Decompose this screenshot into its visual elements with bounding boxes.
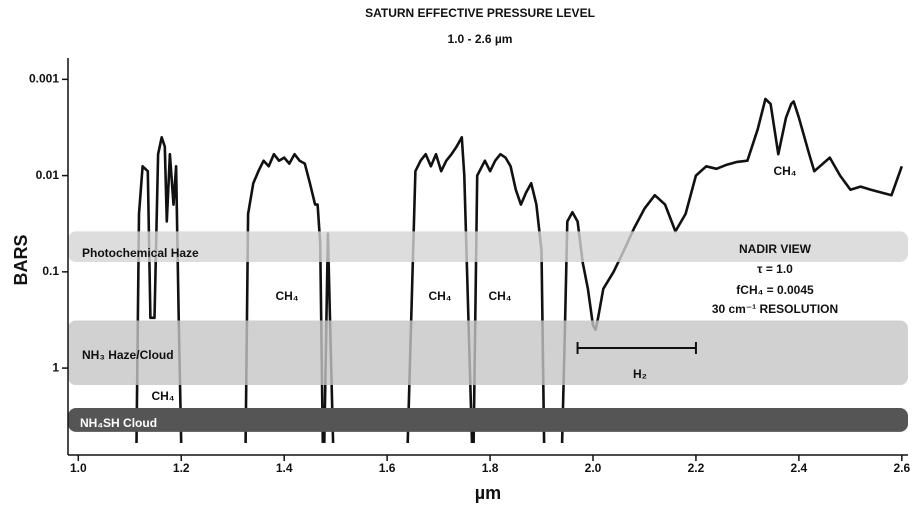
info-text: 30 cm⁻¹ RESOLUTION <box>712 302 838 316</box>
chart-subtitle: 1.0 - 2.6 µm <box>448 32 513 46</box>
y-tick-label: 0.001 <box>29 72 59 86</box>
band-label: NH₄SH Cloud <box>80 416 157 430</box>
annotation: CH₄ <box>773 164 796 178</box>
y-tick-label: 0.01 <box>36 168 60 182</box>
band-label: Photochemical Haze <box>82 246 199 260</box>
cloud-band <box>68 320 908 386</box>
annotation: CH₄ <box>151 389 174 403</box>
x-tick-label: 2.0 <box>585 461 602 475</box>
info-text: fCH₄ = 0.0045 <box>736 283 814 297</box>
x-tick-label: 2.2 <box>688 461 705 475</box>
x-tick-label: 1.0 <box>70 461 87 475</box>
annotation: CH₄ <box>488 289 511 303</box>
x-tick-label: 1.6 <box>379 461 396 475</box>
annotation: H₂ <box>633 367 647 381</box>
x-tick-label: 1.4 <box>276 461 293 475</box>
annotation: CH₄ <box>428 289 451 303</box>
y-tick-label: 1 <box>52 360 59 374</box>
x-tick-label: 1.8 <box>482 461 499 475</box>
x-tick-label: 2.6 <box>893 461 910 475</box>
cloud-band <box>68 231 908 262</box>
data-line <box>135 97 904 444</box>
info-text: NADIR VIEW <box>739 242 812 256</box>
y-tick-label: 0.1 <box>42 264 59 278</box>
x-tick-label: 1.2 <box>173 461 190 475</box>
annotation: CH₄ <box>275 289 298 303</box>
band-label: NH₃ Haze/Cloud <box>82 348 174 362</box>
x-axis-label: µm <box>475 483 501 503</box>
chart-title: SATURN EFFECTIVE PRESSURE LEVEL <box>365 6 595 20</box>
info-text: τ = 1.0 <box>757 262 793 276</box>
x-tick-label: 2.4 <box>791 461 808 475</box>
y-axis-label: BARS <box>11 234 31 285</box>
cloud-band <box>68 408 908 432</box>
